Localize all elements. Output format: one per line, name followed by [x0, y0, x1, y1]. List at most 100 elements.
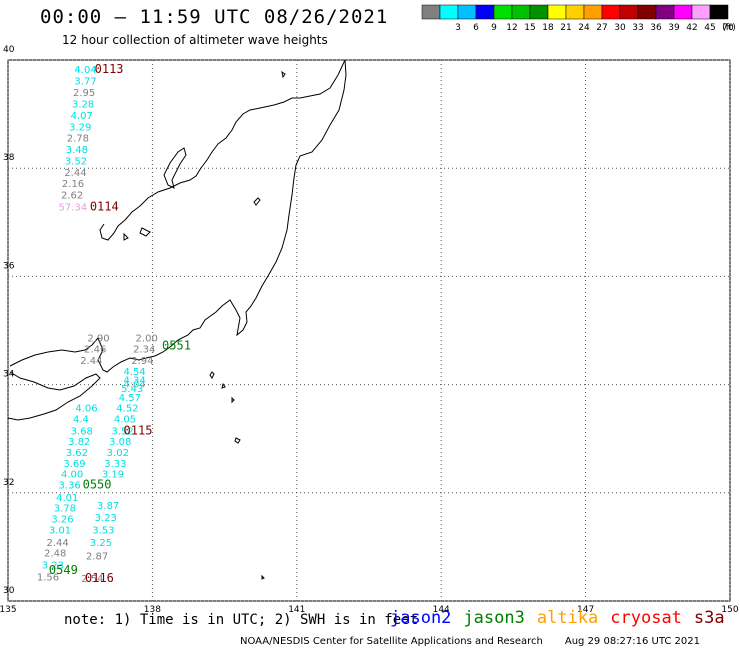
legend-label: 70: [722, 23, 734, 33]
wave-height-label: 3.69: [63, 459, 85, 470]
wave-height-label: 2.78: [67, 134, 89, 145]
wave-height-label: 4.04: [74, 65, 96, 76]
wave-height-label: 2.44: [80, 356, 102, 367]
pass-time-label: 0550: [83, 477, 112, 491]
wave-height-label: 2.95: [73, 88, 95, 99]
legend-label: 6: [473, 23, 479, 33]
legend-label: 27: [596, 23, 607, 33]
legend-label: 33: [632, 23, 643, 33]
wave-height-labels: 4.043.772.953.284.073.292.783.483.522.44…: [37, 65, 158, 585]
legend-label: 30: [614, 23, 626, 33]
legend-label: 21: [560, 23, 571, 33]
wave-height-label: 3.87: [97, 501, 119, 512]
legend-swatch: [493, 4, 513, 20]
legend-swatch: [475, 4, 495, 20]
wave-height-label: 1.56: [37, 572, 59, 583]
pass-time-label: 0115: [124, 423, 153, 437]
wave-height-label: 3.48: [66, 145, 88, 156]
legend-swatch: [619, 4, 639, 20]
pass-time-labels: 0113 0114 0551 0115 0550 0549 0116: [49, 62, 191, 585]
satellite-jason3: jason3: [463, 608, 525, 628]
credit-line: NOAA/NESDIS Center for Satellite Applica…: [240, 636, 700, 647]
legend-label: 12: [506, 23, 517, 33]
legend-swatch: [583, 4, 603, 20]
wave-height-label: 2.16: [62, 179, 84, 190]
lat-tick-label: 36: [3, 261, 15, 271]
legend-label: 9: [491, 23, 497, 33]
lat-tick-label: 40: [3, 45, 15, 55]
legend-label: 39: [668, 23, 680, 33]
wave-height-label: 2.34: [133, 345, 155, 356]
pass-time-label: 0116: [85, 571, 114, 585]
wave-height-label: 3.02: [107, 448, 129, 459]
map-title: 00:00 – 11:59 UTC 08/26/2021: [40, 6, 389, 28]
wave-height-label: 3.36: [59, 480, 81, 491]
legend-label: 36: [650, 23, 662, 33]
lon-tick-label: 150: [721, 605, 738, 615]
wave-height-label: 3.23: [95, 513, 117, 524]
legend-swatch: [421, 4, 441, 20]
legend-label: 42: [686, 23, 697, 33]
satellite-cryosat: cryosat: [610, 608, 682, 628]
wave-height-label: 3.68: [71, 426, 93, 437]
wave-height-label: 4.34: [124, 376, 146, 387]
legend-label: 18: [542, 23, 554, 33]
lat-tick-label: 38: [3, 153, 15, 163]
wave-height-label: 2.44: [64, 168, 86, 179]
lon-tick-label: 138: [144, 605, 161, 615]
satellite-jason2: jason2: [390, 608, 452, 628]
legend-swatch: [601, 4, 621, 20]
wave-height-label: 4.4: [73, 414, 89, 425]
legend-swatch: [457, 4, 477, 20]
wave-height-label: 3.78: [54, 504, 76, 515]
wave-height-label: 3.19: [102, 470, 124, 481]
legend-label: 24: [578, 23, 590, 33]
wave-height-label: 2.48: [44, 549, 66, 560]
wave-height-label: 3.52: [65, 156, 87, 167]
wave-height-label: 3.33: [104, 459, 126, 470]
wave-height-label: 3.08: [109, 437, 131, 448]
lon-tick-label: 141: [288, 605, 305, 615]
wave-height-label: 4.54: [124, 367, 146, 378]
coastline: [7, 59, 347, 580]
wave-height-label: 2.00: [136, 333, 158, 344]
wave-height-label: 4.07: [71, 111, 93, 122]
lat-tick-label: 30: [3, 586, 15, 596]
wave-height-label: 2.44: [47, 538, 69, 549]
wave-height-label: 4.57: [119, 393, 141, 404]
units-note: note: 1) Time is in UTC; 2) SWH is in fe…: [64, 612, 419, 628]
wave-height-label: 5.43: [121, 384, 143, 395]
wave-height-label: 4.00: [61, 470, 83, 481]
legend-swatch: [511, 4, 531, 20]
legend-swatch: [637, 4, 657, 20]
credit-org: NOAA/NESDIS Center for Satellite Applica…: [240, 636, 543, 647]
wave-height-label: 3.52: [111, 426, 133, 437]
wave-height-label: 3.62: [66, 448, 88, 459]
legend-swatch: [691, 4, 711, 20]
wave-height-label: 2.46: [84, 345, 106, 356]
pass-time-label: 0114: [90, 199, 119, 213]
legend-label: 3: [455, 23, 461, 33]
color-legend: 3 6 9 12 15 18 21 24 27 30 33 36 39 42 45 70(ft): [421, 4, 736, 33]
wave-height-label: 2.54: [81, 574, 103, 585]
wave-height-label: 4.04: [124, 379, 146, 390]
wave-height-label: 2.94: [131, 356, 153, 367]
legend-swatch: [655, 4, 675, 20]
lat-tick-label: 34: [3, 370, 15, 380]
lon-tick-label: 144: [433, 605, 450, 615]
wave-height-label: 3.77: [74, 76, 96, 87]
satellite-altika: altika: [536, 608, 599, 628]
wave-height-label: 4.52: [116, 404, 138, 415]
wave-height-label: 57.34: [59, 202, 88, 213]
legend-swatch: [529, 4, 549, 20]
legend-label: 15: [524, 23, 535, 33]
satellite-legend: jason2 jason3 altika cryosat s3a: [390, 608, 737, 628]
legend-swatch: [709, 4, 729, 20]
wave-height-label: 4.01: [56, 493, 78, 504]
lon-tick-label: 147: [577, 605, 594, 615]
wave-height-label: 2.62: [61, 190, 83, 201]
legend-swatch: [673, 4, 693, 20]
wave-height-label: 3.26: [51, 515, 73, 526]
generated-timestamp: Aug 29 08:27:16 UTC 2021: [564, 636, 701, 647]
legend-label: 45: [704, 23, 715, 33]
